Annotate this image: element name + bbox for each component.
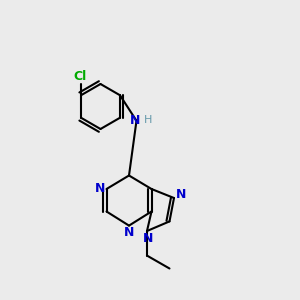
- Text: N: N: [143, 232, 154, 245]
- Text: N: N: [176, 188, 186, 202]
- Text: H: H: [144, 115, 152, 125]
- Text: N: N: [95, 182, 105, 196]
- Text: N: N: [130, 114, 140, 127]
- Text: N: N: [124, 226, 134, 239]
- Text: Cl: Cl: [73, 70, 86, 83]
